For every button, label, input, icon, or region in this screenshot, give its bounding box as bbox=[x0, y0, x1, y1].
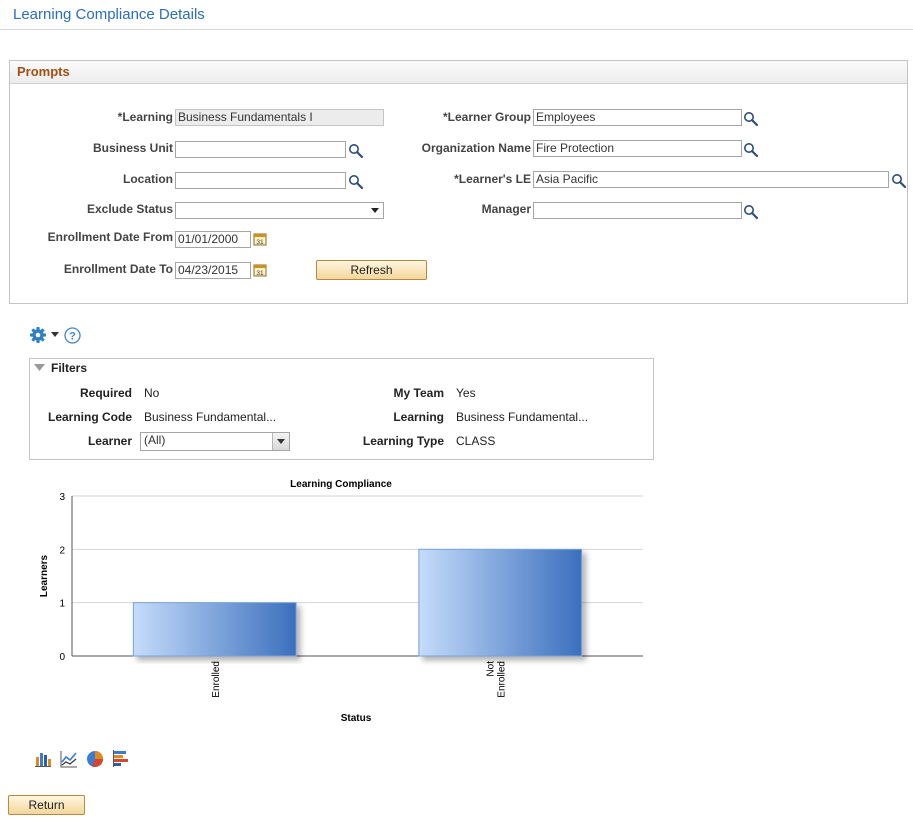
collapse-triangle-icon[interactable] bbox=[34, 364, 45, 372]
chevron-down-icon bbox=[371, 208, 379, 213]
y-axis-label: Learners bbox=[39, 554, 50, 597]
pie-chart-icon[interactable] bbox=[86, 750, 104, 768]
learning-field: Business Fundamentals I bbox=[175, 109, 384, 126]
learners-le-input[interactable]: Asia Pacific bbox=[533, 171, 889, 188]
filters-panel bbox=[29, 358, 654, 460]
learners-le-lookup-icon[interactable] bbox=[891, 173, 907, 189]
horizontal-bar-chart-icon[interactable] bbox=[112, 750, 130, 768]
calendar-icon[interactable]: 31 bbox=[253, 263, 267, 277]
learner-select[interactable]: (All) bbox=[140, 432, 290, 451]
prompts-section-title: Prompts bbox=[17, 64, 70, 79]
svg-text:31: 31 bbox=[256, 270, 264, 277]
business-unit-lookup-icon[interactable] bbox=[348, 143, 364, 159]
filter-learning-label: Learning bbox=[393, 410, 444, 424]
svg-text:31: 31 bbox=[256, 239, 264, 246]
calendar-icon[interactable]: 31 bbox=[253, 232, 267, 246]
location-label: Location bbox=[123, 172, 173, 186]
return-button[interactable]: Return bbox=[8, 795, 85, 815]
x-tick-label: Enrolled bbox=[211, 661, 222, 698]
enrollment-from-input[interactable]: 01/01/2000 bbox=[175, 231, 251, 248]
filter-learning-type-value: CLASS bbox=[456, 434, 496, 448]
learning-label: *Learning bbox=[117, 110, 173, 124]
filter-learner-label: Learner bbox=[87, 434, 132, 448]
business-unit-label: Business Unit bbox=[92, 141, 173, 155]
manager-input[interactable] bbox=[533, 202, 742, 219]
filter-learning-type-label: Learning Type bbox=[362, 434, 444, 448]
prompts-header-bar bbox=[10, 61, 907, 84]
exclude-status-select[interactable] bbox=[175, 202, 384, 219]
x-axis-label: Status bbox=[341, 713, 372, 724]
refresh-button[interactable]: Refresh bbox=[316, 260, 427, 280]
bar-not-enrolled[interactable] bbox=[418, 548, 583, 657]
chart-title: Learning Compliance bbox=[290, 479, 392, 490]
bar-enrolled[interactable] bbox=[132, 602, 297, 657]
manager-lookup-icon[interactable] bbox=[743, 204, 759, 220]
organization-name-input[interactable]: Fire Protection bbox=[533, 140, 742, 157]
y-tick-label: 0 bbox=[59, 652, 65, 663]
gear-icon[interactable] bbox=[29, 326, 49, 344]
business-unit-input[interactable] bbox=[175, 141, 346, 158]
location-lookup-icon[interactable] bbox=[348, 174, 364, 190]
title-divider bbox=[0, 29, 913, 30]
help-icon[interactable]: ? bbox=[64, 327, 81, 344]
location-input[interactable] bbox=[175, 172, 346, 189]
learners-le-label: *Learner's LE bbox=[454, 172, 531, 186]
filter-required-label: Required bbox=[79, 386, 132, 400]
x-tick-label: NotEnrolled bbox=[485, 661, 507, 698]
y-tick-label: 1 bbox=[59, 599, 65, 610]
filter-required-value: No bbox=[144, 386, 160, 400]
svg-text:?: ? bbox=[69, 331, 76, 343]
chevron-down-icon bbox=[277, 439, 285, 444]
enrollment-from-label: Enrollment Date From bbox=[47, 230, 173, 244]
learner-select-arrow bbox=[272, 433, 289, 450]
line-chart-icon[interactable] bbox=[60, 750, 78, 768]
chevron-down-icon[interactable] bbox=[51, 332, 59, 338]
learner-group-lookup-icon[interactable] bbox=[743, 111, 759, 127]
filter-my-team-value: Yes bbox=[456, 386, 476, 400]
y-tick-label: 2 bbox=[59, 545, 65, 556]
filters-title[interactable]: Filters bbox=[51, 361, 88, 375]
page-title: Learning Compliance Details bbox=[13, 6, 205, 23]
enrollment-to-input[interactable]: 04/23/2015 bbox=[175, 262, 251, 279]
bar-chart-icon[interactable] bbox=[34, 750, 52, 768]
exclude-status-label: Exclude Status bbox=[86, 202, 173, 216]
enrollment-to-label: Enrollment Date To bbox=[63, 262, 173, 276]
prompts-section bbox=[9, 60, 908, 304]
organization-name-label: Organization Name bbox=[421, 141, 531, 155]
learner-select-value: (All) bbox=[144, 433, 166, 447]
filter-learning-code-label: Learning Code bbox=[47, 410, 132, 424]
filter-my-team-label: My Team bbox=[393, 386, 444, 400]
manager-label: Manager bbox=[481, 202, 531, 216]
filter-learning-code-value: Business Fundamental... bbox=[144, 410, 277, 424]
y-tick-label: 3 bbox=[59, 492, 65, 503]
learning-compliance-chart: Learning Compliance 0 1 2 3 Enrolled NotEnrol… bbox=[39, 479, 643, 724]
filter-learning-value: Business Fundamental... bbox=[456, 410, 589, 424]
organization-lookup-icon[interactable] bbox=[743, 142, 759, 158]
learner-group-label: *Learner Group bbox=[442, 110, 531, 124]
learner-group-input[interactable]: Employees bbox=[533, 109, 742, 126]
